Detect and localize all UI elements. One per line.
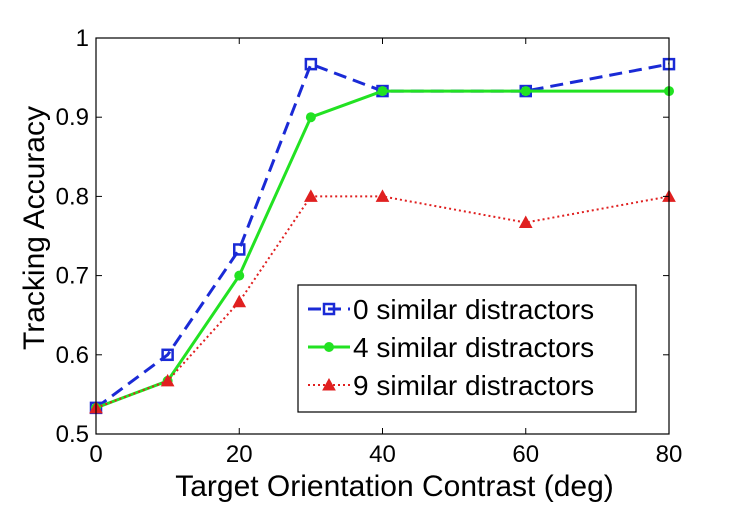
legend-label-0: 0 similar distractors (353, 294, 594, 325)
legend-box (297, 284, 637, 413)
y-tick-label-1: 0.6 (56, 342, 89, 369)
series-1-point-3 (305, 112, 316, 123)
x-tick-label-3: 60 (512, 441, 539, 468)
y-tick-label-5: 1 (76, 25, 89, 52)
legend-marker-2 (322, 377, 336, 391)
series-2-point-4 (375, 189, 390, 202)
legend-marker-1 (324, 342, 334, 352)
series-1-point-5 (520, 86, 531, 97)
x-tick-label-0: 0 (89, 441, 102, 468)
x-tick-label-4: 80 (656, 441, 683, 468)
series-0-point-1 (161, 348, 174, 362)
y-axis-label: Tracking Accuracy (18, 106, 51, 350)
legend-label-2: 9 similar distractors (353, 370, 594, 401)
series-2-point-3 (304, 189, 318, 202)
series-1-point-2 (234, 270, 245, 281)
y-tick-label-2: 0.7 (56, 263, 89, 290)
y-tick-label-3: 0.8 (56, 183, 89, 210)
x-tick-label-2: 40 (369, 441, 396, 468)
series-0-point-3 (304, 57, 318, 71)
x-axis-label: Target Orientation Contrast (deg) (175, 470, 614, 503)
series-0-point-2 (233, 243, 246, 256)
axes-layer: 0 20 40 60 80 0.5 0.6 0.7 0.8 0.9 1 Target Orientat… (18, 25, 682, 503)
y-tick-label-0: 0.5 (56, 421, 89, 448)
y-tick-label-4: 0.9 (56, 104, 89, 131)
plot-layer (89, 57, 676, 415)
legend: 0 similar distractors 4 similar distracto… (297, 284, 637, 413)
legend-marker-0 (322, 302, 336, 316)
series-0-line (95, 62, 670, 410)
legend-label-1: 4 similar distractors (353, 332, 594, 363)
series-2-point-5 (518, 215, 533, 229)
series-2-point-2 (232, 294, 247, 308)
series-2-point-1 (160, 373, 175, 387)
series-1-point-4 (377, 86, 388, 97)
x-tick-label-1: 20 (226, 441, 253, 468)
